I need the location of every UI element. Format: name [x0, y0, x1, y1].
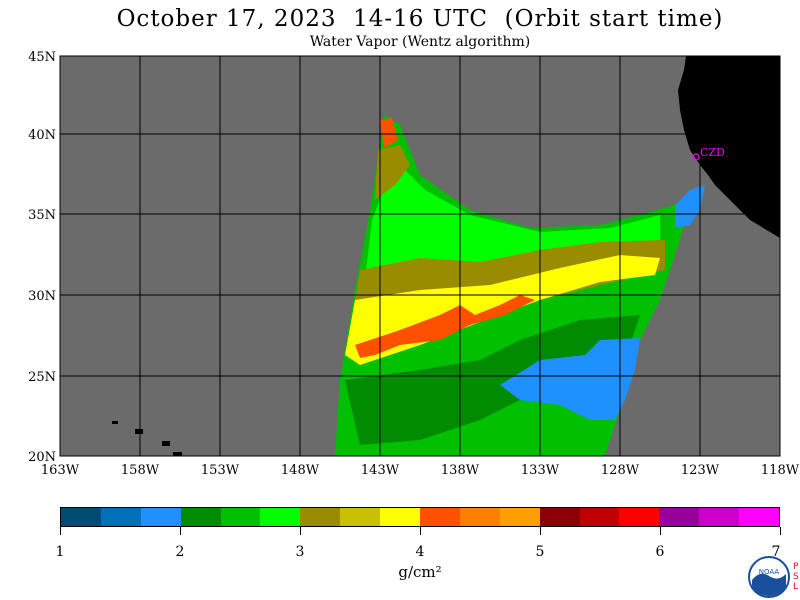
longitude-label: 138W	[441, 463, 480, 478]
longitude-label: 133W	[521, 463, 560, 478]
colorbar-tickmark	[420, 527, 421, 535]
colorbar-cell	[380, 508, 421, 526]
longitude-label: 153W	[201, 463, 240, 478]
latitude-labels: 45N 40N 35N 30N 25N 20N	[28, 50, 56, 465]
map-frame	[59, 55, 781, 457]
longitude-labels: 163W 158W 153W 148W 143W 138W 133W 128W 123W 118W	[41, 463, 800, 478]
units-label: g/cm²	[398, 563, 442, 581]
colorbar-cell	[699, 508, 740, 526]
colorbar	[60, 507, 780, 527]
colorbar-cell	[459, 508, 500, 526]
colorbar-cell	[61, 508, 101, 526]
longitude-label: 143W	[361, 463, 400, 478]
latitude-label: 30N	[28, 289, 56, 304]
colorbar-cell	[340, 508, 381, 526]
psl-letter: P	[793, 562, 799, 572]
swath-blue-coast	[675, 185, 705, 228]
land-north-america	[678, 56, 780, 238]
colorbar-cell	[140, 508, 181, 526]
swath-olive-north	[375, 145, 410, 200]
logo-text: NOAA	[759, 568, 780, 576]
longitude-label: 148W	[281, 463, 320, 478]
colorbar-cell	[100, 508, 141, 526]
colorbar-cell	[619, 508, 660, 526]
colorbar-tickmark	[540, 527, 541, 535]
swath-blue-south	[500, 338, 640, 420]
longitude-label: 163W	[41, 463, 80, 478]
colorbar-tickmark	[660, 527, 661, 535]
colorbar-tick-label: 2	[175, 544, 185, 560]
noaa-logo-icon: NOAA	[748, 556, 790, 598]
station-marker-icon	[692, 153, 700, 161]
map-subtitle: Water Vapor (Wentz algorithm)	[309, 34, 531, 50]
longitude-label: 118W	[761, 463, 800, 478]
colorbar-tickmark	[780, 527, 781, 535]
latitude-label: 45N	[28, 50, 56, 65]
colorbar-tickmark	[180, 527, 181, 535]
psl-letter: L	[793, 582, 799, 592]
colorbar-tickmark	[60, 527, 61, 535]
swath-orange-core	[355, 295, 535, 358]
colorbar-tick-label: 7	[771, 544, 781, 560]
colorbar-cell	[739, 508, 780, 526]
colorbar-tick-label: 1	[55, 544, 65, 560]
longitude-label: 123W	[681, 463, 720, 478]
swath-dark-green-south	[345, 315, 640, 445]
colorbar-cell	[499, 508, 540, 526]
swath-orange-north	[380, 118, 398, 148]
latitude-label: 40N	[28, 128, 56, 143]
land-hawaii	[112, 421, 182, 456]
latitude-label: 25N	[28, 370, 56, 385]
latitude-label: 20N	[28, 450, 56, 465]
lat-lon-grid	[60, 56, 780, 456]
colorbar-cell	[539, 508, 580, 526]
map-title: October 17, 2023 14-16 UTC (Orbit start …	[116, 6, 724, 32]
station-label: CZD	[700, 146, 725, 159]
colorbar-cell	[220, 508, 261, 526]
longitude-label: 128W	[601, 463, 640, 478]
psl-letter: S	[793, 572, 799, 582]
colorbar-cell	[300, 508, 341, 526]
colorbar-tickmark	[300, 527, 301, 535]
water-vapor-swath	[335, 115, 705, 455]
longitude-label: 158W	[121, 463, 160, 478]
colorbar-strip	[60, 507, 780, 527]
colorbar-tick-label: 5	[535, 544, 545, 560]
colorbar-tick-label: 6	[655, 544, 665, 560]
colorbar-tick-label: 3	[295, 544, 305, 560]
colorbar-cell	[579, 508, 620, 526]
colorbar-cell	[420, 508, 460, 526]
latitude-label: 35N	[28, 208, 56, 223]
colorbar-tick-label: 4	[415, 544, 425, 560]
colorbar-cell	[659, 508, 700, 526]
water-vapor-map: CZD 163W 158W 153W 148W 143W 138W 133W 128W 123W…	[28, 50, 800, 478]
colorbar-cell	[180, 508, 221, 526]
colorbar-cell	[260, 508, 301, 526]
